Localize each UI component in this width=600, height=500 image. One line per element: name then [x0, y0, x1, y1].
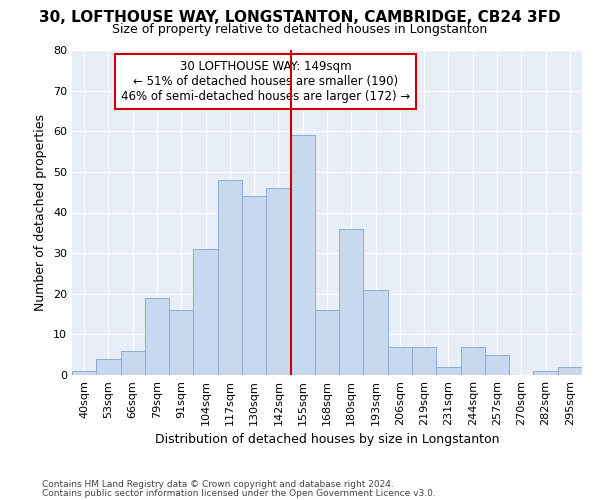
Bar: [290, 136, 315, 375]
Bar: [242, 196, 266, 375]
Y-axis label: Number of detached properties: Number of detached properties: [34, 114, 47, 311]
Bar: [218, 180, 242, 375]
Bar: [315, 310, 339, 375]
Bar: [558, 367, 582, 375]
Bar: [72, 371, 96, 375]
Bar: [364, 290, 388, 375]
Bar: [485, 354, 509, 375]
Text: Size of property relative to detached houses in Longstanton: Size of property relative to detached ho…: [112, 22, 488, 36]
Bar: [145, 298, 169, 375]
Bar: [193, 249, 218, 375]
Bar: [339, 229, 364, 375]
Bar: [266, 188, 290, 375]
X-axis label: Distribution of detached houses by size in Longstanton: Distribution of detached houses by size …: [155, 434, 499, 446]
Bar: [533, 371, 558, 375]
Bar: [121, 350, 145, 375]
Bar: [96, 359, 121, 375]
Text: 30, LOFTHOUSE WAY, LONGSTANTON, CAMBRIDGE, CB24 3FD: 30, LOFTHOUSE WAY, LONGSTANTON, CAMBRIDG…: [39, 10, 561, 25]
Bar: [461, 346, 485, 375]
Text: Contains public sector information licensed under the Open Government Licence v3: Contains public sector information licen…: [42, 488, 436, 498]
Text: 30 LOFTHOUSE WAY: 149sqm
← 51% of detached houses are smaller (190)
46% of semi-: 30 LOFTHOUSE WAY: 149sqm ← 51% of detach…: [121, 60, 410, 103]
Bar: [436, 367, 461, 375]
Text: Contains HM Land Registry data © Crown copyright and database right 2024.: Contains HM Land Registry data © Crown c…: [42, 480, 394, 489]
Bar: [169, 310, 193, 375]
Bar: [388, 346, 412, 375]
Bar: [412, 346, 436, 375]
